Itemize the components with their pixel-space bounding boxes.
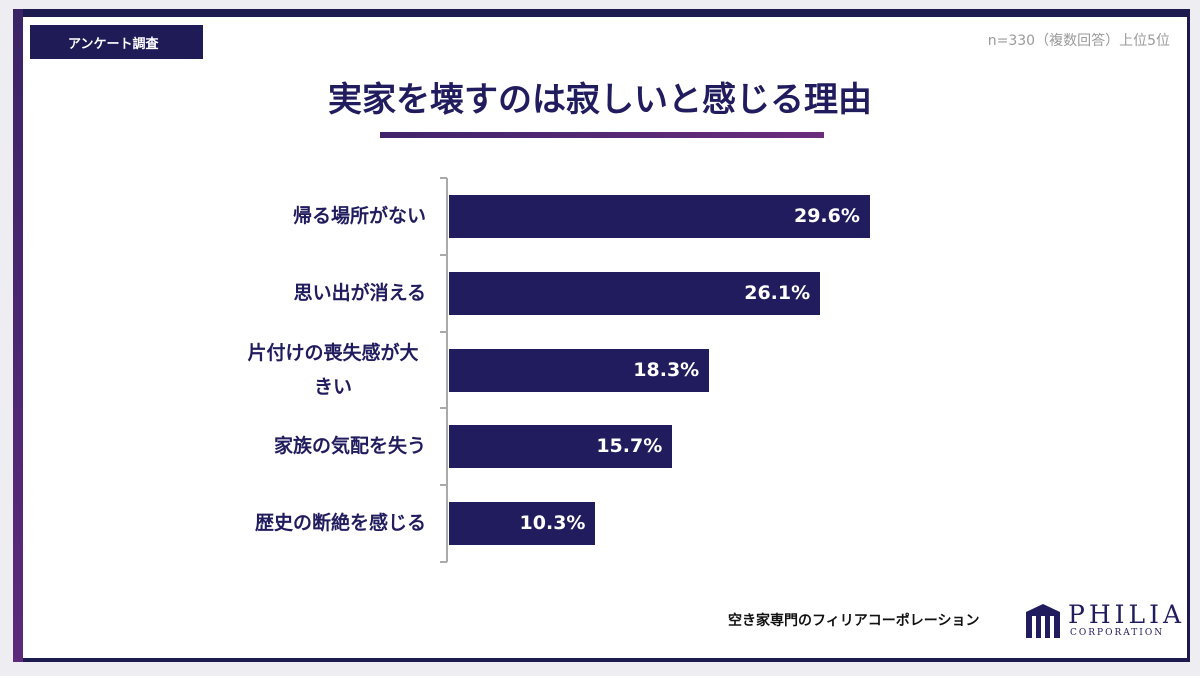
category-label: 片付けの喪失感が大きい xyxy=(247,341,419,398)
axis-line xyxy=(446,178,448,562)
frame xyxy=(13,9,1190,662)
value-label: 26.1% xyxy=(744,281,811,304)
axis-tick xyxy=(440,484,447,487)
logo-sub: CORPORATION xyxy=(1070,628,1165,638)
category-label: 帰る場所がない xyxy=(292,205,426,227)
bar xyxy=(449,502,596,546)
bar xyxy=(449,194,870,238)
category-label: 思い出が消える xyxy=(293,281,426,304)
tag: アンケート調査 xyxy=(30,25,203,59)
category-label-box: 家族の気配を失う xyxy=(240,408,426,484)
company: 空き家専門のフィリアコーポレーション xyxy=(728,613,980,629)
category-label-box: 片付けの喪失感が大きい xyxy=(240,332,426,408)
axis-tick xyxy=(440,177,447,179)
axis-tick xyxy=(440,253,447,256)
axis-tick xyxy=(440,330,447,333)
note: n=330（複数回答）上位5位 xyxy=(987,33,1170,49)
value-label: 18.3% xyxy=(633,358,700,381)
title-underline xyxy=(380,132,824,138)
value-label: 10.3% xyxy=(519,512,586,535)
chart-title: 実家を壊すのは寂しいと感じる理由 xyxy=(328,80,872,120)
logo: PHILIA xyxy=(1068,600,1186,629)
left-bar xyxy=(13,9,23,662)
value-label: 29.6% xyxy=(793,204,860,227)
axis-tick xyxy=(440,407,447,410)
category-label: 家族の気配を失う xyxy=(273,435,426,458)
bar xyxy=(449,348,710,392)
value-label: 15.7% xyxy=(596,435,663,458)
category-label-box: 歴史の断絶を感じる xyxy=(240,485,426,561)
logo-icon xyxy=(1026,604,1060,638)
category-label-box: 思い出が消える xyxy=(240,255,426,331)
category-label-box: 帰る場所がない xyxy=(240,178,426,254)
bar xyxy=(449,271,821,315)
category-label: 歴史の断絶を感じる xyxy=(254,512,426,535)
bar xyxy=(449,425,673,469)
axis-tick xyxy=(440,561,447,563)
